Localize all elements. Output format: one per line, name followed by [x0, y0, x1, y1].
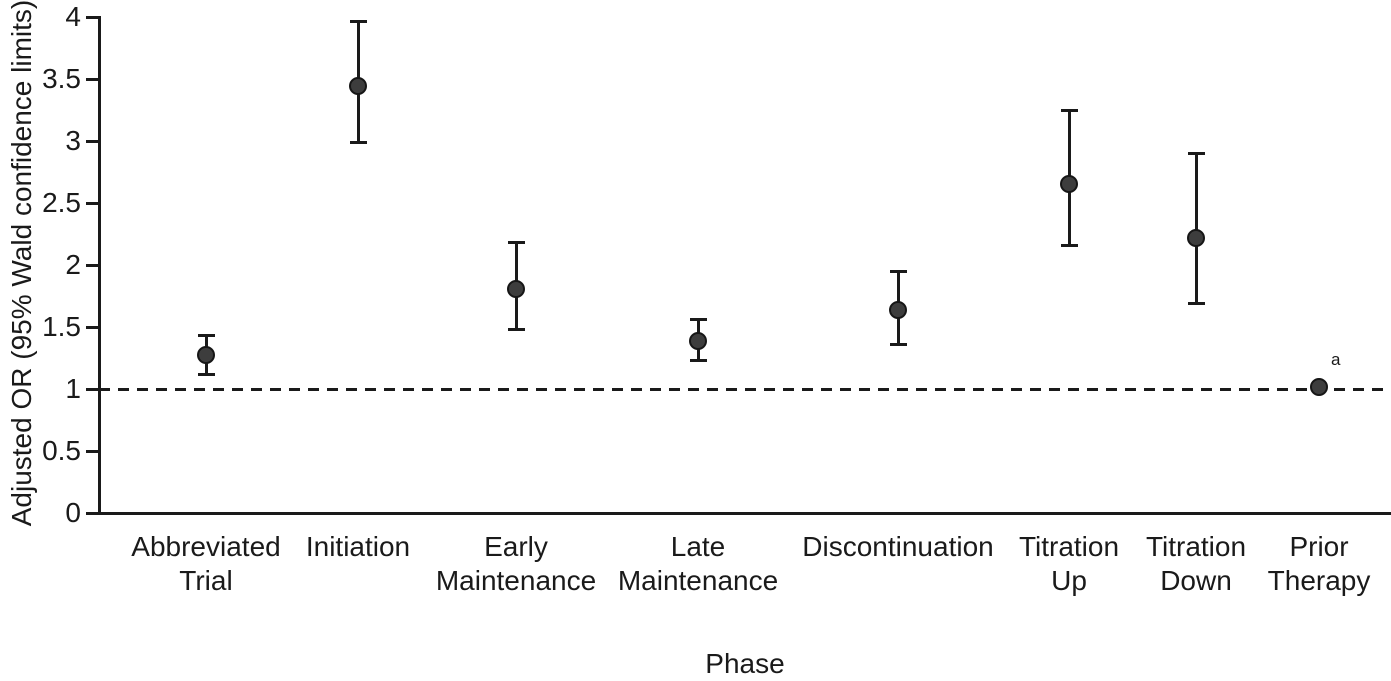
y-axis-tick — [86, 77, 98, 81]
category-label: Late Maintenance — [578, 530, 818, 598]
error-bar-cap-bottom — [689, 358, 707, 362]
category-label-line: Therapy — [1267, 565, 1371, 596]
category-label-line: Late — [670, 531, 726, 562]
y-axis-tick — [86, 15, 98, 19]
error-bar-cap-bottom — [507, 327, 525, 331]
data-point-marker — [506, 280, 525, 299]
footnote-marker: a — [1331, 349, 1341, 369]
reference-line — [99, 387, 1391, 391]
error-bar-line — [1194, 153, 1198, 304]
y-tick-label: 2.5 — [42, 187, 81, 218]
error-bar-cap-top — [889, 269, 907, 273]
category-label-line: Prior — [1289, 531, 1349, 562]
y-tick-label: 3 — [65, 125, 81, 156]
y-axis-tick — [86, 325, 98, 329]
error-bar-cap-top — [197, 334, 215, 338]
error-bar-cap-top — [689, 318, 707, 322]
category-label-line: Titration — [1018, 531, 1120, 562]
data-point-marker — [348, 76, 367, 95]
error-bar-cap-bottom — [889, 342, 907, 346]
data-point-marker — [1309, 378, 1328, 397]
category-label-line: Maintenance — [435, 565, 597, 596]
error-bar-cap-top — [1187, 151, 1205, 155]
category-label-line: Discontinuation — [802, 531, 994, 562]
category-label-line: Abbreviated — [131, 531, 281, 562]
error-bar-cap-bottom — [197, 372, 215, 376]
y-tick-label: 1 — [65, 373, 81, 404]
category-label-line: Early — [484, 531, 548, 562]
category-label-line: Initiation — [305, 531, 411, 562]
y-tick-label: 4 — [65, 1, 81, 32]
error-bar-cap-bottom — [1060, 243, 1078, 247]
y-axis-tick — [86, 139, 98, 143]
category-label: Prior Therapy — [1199, 530, 1391, 598]
category-label-line: Trial — [179, 565, 233, 596]
data-point-marker — [196, 346, 215, 365]
y-tick-label: 0.5 — [42, 435, 81, 466]
y-tick-label: 1.5 — [42, 311, 81, 342]
y-axis-tick — [86, 511, 98, 515]
x-axis-line — [98, 511, 1391, 515]
y-axis-tick — [86, 449, 98, 453]
y-axis-tick — [86, 263, 98, 267]
category-label-line: Maintenance — [617, 565, 779, 596]
y-tick-label: 0 — [65, 497, 81, 528]
data-point-marker — [688, 332, 707, 351]
category-label: Discontinuation — [778, 530, 1018, 564]
error-bar-cap-top — [349, 20, 367, 24]
error-bar-cap-bottom — [349, 140, 367, 144]
category-label-line: Down — [1160, 565, 1232, 596]
category-label: Abbreviated Trial — [86, 530, 326, 598]
category-label-line: Up — [1051, 565, 1087, 596]
y-axis-tick — [86, 201, 98, 205]
y-tick-label: 3.5 — [42, 63, 81, 94]
data-point-marker — [888, 301, 907, 320]
category-label-line: Titration — [1145, 531, 1247, 562]
data-point-marker — [1059, 174, 1078, 193]
error-bar-cap-top — [507, 241, 525, 245]
category-label: Titration Up — [949, 530, 1189, 598]
category-label: Titration Down — [1076, 530, 1316, 598]
error-bar-cap-bottom — [1187, 301, 1205, 305]
category-label: Early Maintenance — [396, 530, 636, 598]
x-axis-title: Phase — [705, 648, 785, 679]
y-axis-line — [98, 16, 101, 515]
y-tick-label: 2 — [65, 249, 81, 280]
y-axis-tick — [86, 387, 98, 391]
category-label: Initiation — [238, 530, 478, 564]
error-bar-cap-top — [1060, 108, 1078, 112]
data-point-marker — [1186, 229, 1205, 248]
